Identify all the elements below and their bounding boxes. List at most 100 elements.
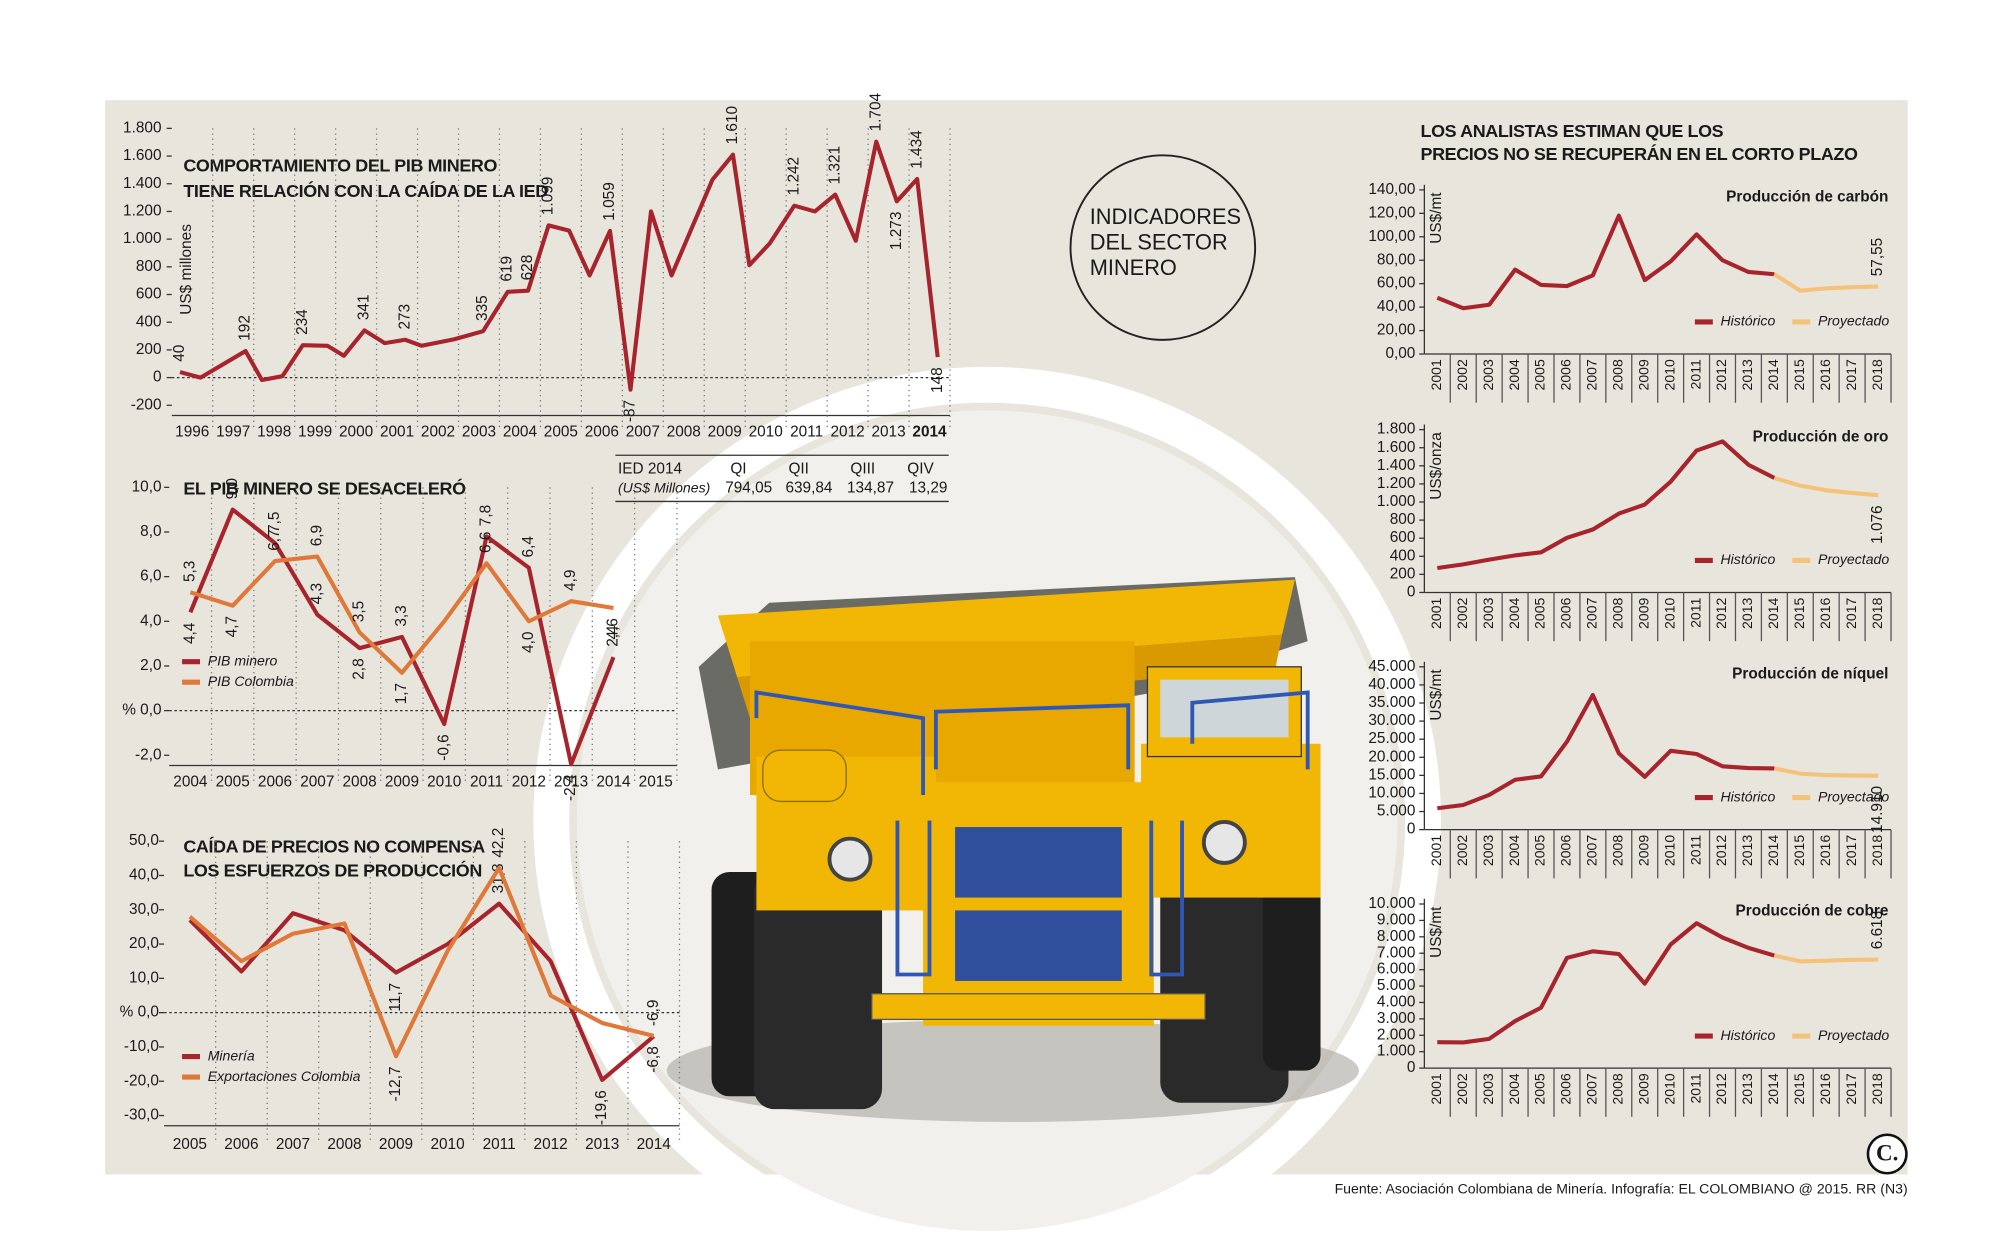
- x-tick-label: 2003: [1480, 359, 1496, 391]
- chart: EL PIB MINERO SE DESACELERÓ10,08,06,04,0…: [122, 478, 678, 801]
- y-tick-label: 1.600: [1377, 439, 1415, 456]
- x-tick-label: 2007: [1584, 359, 1600, 391]
- y-tick-label: 1.600: [123, 147, 161, 164]
- wheel: [1262, 859, 1321, 1071]
- x-tick-label: 2013: [1739, 359, 1755, 391]
- wheel: [1160, 871, 1289, 1103]
- railing: [754, 690, 926, 796]
- chart: Producción de níquel US$/mt 45.00040.00035…: [1368, 658, 1892, 879]
- chart-title: CAÍDA DE PRECIOS NO COMPENSA: [183, 835, 485, 856]
- x-tick-label: 2009: [708, 423, 742, 440]
- x-tick-label: 2009: [1635, 597, 1651, 629]
- x-tick-label: 2007: [626, 423, 660, 440]
- legend-label: Proyectado: [1818, 313, 1889, 329]
- x-tick-label: 2014: [596, 773, 631, 790]
- x-tick-label: 2005: [216, 773, 250, 790]
- y-tick-label: 40,0: [129, 867, 159, 884]
- legend-label: PIB Colombia: [208, 673, 294, 689]
- y-tick-label: 1.200: [123, 202, 161, 219]
- x-tick-label: 2017: [1843, 359, 1859, 391]
- data-label: -6,9: [645, 1000, 662, 1027]
- y-tick-label: 20,00: [1377, 322, 1415, 339]
- chart: Producción de carbón US$/mt 140,00 120,00 10…: [1368, 181, 1892, 403]
- series-line: [188, 865, 655, 1059]
- ied-value: 639,84: [785, 480, 832, 497]
- x-tick-label: 2011: [1687, 359, 1703, 389]
- legend-label: Proyectado: [1818, 788, 1889, 804]
- data-label: 335: [474, 295, 491, 321]
- data-label: 2,4: [605, 625, 622, 647]
- x-tick-label: 2003: [1480, 597, 1496, 629]
- x-tick-label: 2010: [1661, 597, 1677, 629]
- y-tick-label: 30,0: [129, 901, 159, 918]
- x-tick-label: 2018: [1869, 835, 1885, 867]
- x-tick-label: 2016: [1817, 597, 1833, 629]
- data-label: 1.434: [908, 130, 925, 169]
- x-tick-label: 2017: [1843, 597, 1859, 629]
- x-tick-label: 2018: [1869, 597, 1885, 629]
- headlight: [1201, 820, 1247, 865]
- data-label: 234: [294, 309, 311, 335]
- y-tick-label: 1.000: [1377, 493, 1415, 510]
- y-tick-label: 1.400: [123, 175, 161, 192]
- x-tick-label: 2010: [749, 423, 783, 440]
- x-tick-label: 2012: [1713, 835, 1729, 867]
- data-label: 31,8: [490, 863, 507, 893]
- y-tick-label: 0: [1407, 821, 1416, 838]
- x-tick-label: 2014: [912, 423, 947, 440]
- x-tick-label: 1998: [257, 423, 291, 440]
- x-tick-label: 2006: [258, 773, 292, 790]
- x-tick-label: 2001: [1428, 359, 1444, 391]
- ied-title: IED 2014: [618, 460, 683, 477]
- x-tick-label: 2007: [1584, 597, 1600, 629]
- x-tick-label: 2004: [1506, 1073, 1522, 1105]
- data-label: 6,4: [520, 536, 537, 558]
- legend-label: Proyectado: [1818, 551, 1889, 567]
- x-tick-label: 2012: [534, 1136, 568, 1153]
- y-tick-label: 2.000: [1377, 1026, 1415, 1043]
- chart: Producción de oro US$/onza 1.8001.6001.400…: [1377, 421, 1892, 642]
- footer: Fuente: Asociación Colombiana de Minería…: [1335, 1181, 1908, 1197]
- x-tick-label: 2015: [1791, 597, 1807, 629]
- y-tick-label: 6,0: [140, 568, 161, 585]
- ied-quarter: QI: [730, 460, 746, 477]
- x-tick-label: 2001: [380, 423, 414, 440]
- x-tick-label: 2012: [1713, 1073, 1729, 1105]
- series-line: [1437, 921, 1775, 1045]
- x-tick-label: 2009: [1635, 1073, 1651, 1105]
- truck-illustration: [666, 577, 1359, 1122]
- ied-value: 134,87: [847, 480, 894, 497]
- x-tick-label: 2010: [427, 773, 461, 790]
- y-tick-label: 25.000: [1368, 730, 1415, 747]
- data-label: 5,3: [181, 561, 198, 582]
- grille: [955, 827, 1122, 898]
- tank: [762, 749, 847, 803]
- data-label: 40: [171, 345, 188, 362]
- x-tick-label: 2011: [1687, 835, 1703, 865]
- y-tick-label: 600: [1390, 529, 1416, 546]
- y-tick-label: 30.000: [1368, 712, 1415, 729]
- data-label: 6,9: [308, 525, 325, 546]
- series-line: [1773, 272, 1879, 293]
- ladder: [895, 820, 932, 977]
- cab-window: [1160, 679, 1289, 738]
- legend-label: Proyectado: [1818, 1027, 1889, 1043]
- y-tick-label: 1.400: [1377, 457, 1415, 474]
- y-tick-label: 200: [1390, 565, 1416, 582]
- x-tick-label: 2005: [1532, 359, 1548, 391]
- x-tick-label: 2018: [1869, 359, 1885, 391]
- bumper: [871, 993, 1206, 1021]
- y-axis-label: US$/mt: [1428, 669, 1445, 721]
- series-line: [1773, 476, 1879, 498]
- x-tick-label: 2004: [173, 773, 208, 790]
- legend-label: Minería: [208, 1047, 255, 1063]
- x-tick-label: 2010: [430, 1136, 464, 1153]
- x-tick-label: 2012: [1713, 359, 1729, 391]
- ied-quarter: QIV: [907, 460, 934, 477]
- data-label: 4,4: [181, 622, 198, 644]
- chart-title: LOS ESFUERZOS DE PRODUCCIÓN: [183, 860, 482, 881]
- x-tick-label: 2015: [1791, 1073, 1807, 1105]
- chart: CAÍDA DE PRECIOS NO COMPENSA LOS ESFUERZO…: [120, 828, 681, 1153]
- x-tick-label: 2009: [1635, 359, 1651, 391]
